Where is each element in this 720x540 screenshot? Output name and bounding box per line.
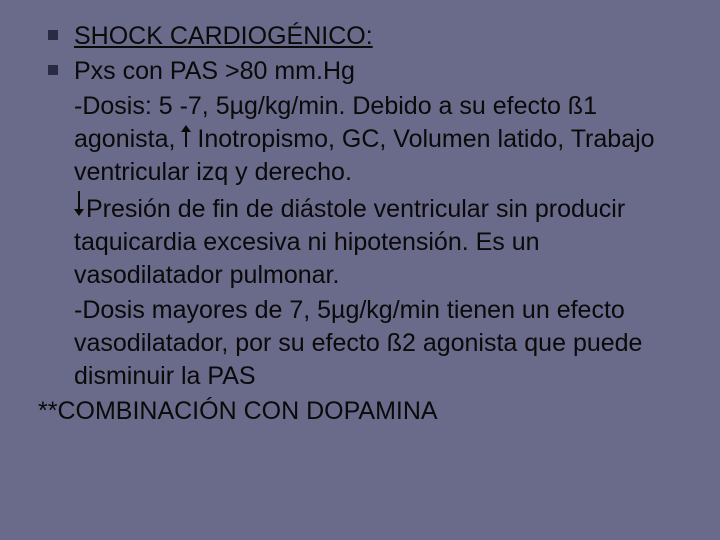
body-paragraph-3: -Dosis mayores de 7, 5µg/kg/min tienen u… <box>74 294 690 393</box>
bullet-square-icon <box>48 30 58 40</box>
bullet-text-2: Pxs con PAS >80 mm.Hg <box>74 55 690 88</box>
bullet-item-2: Pxs con PAS >80 mm.Hg <box>30 55 690 88</box>
bullet-square-icon <box>48 65 58 75</box>
footer-text: **COMBINACIÓN CON DOPAMINA <box>38 395 690 428</box>
bullet-text-1: SHOCK CARDIOGÉNICO: <box>74 20 690 53</box>
body-paragraph-1: -Dosis: 5 -7, 5µg/kg/min. Debido a su ef… <box>74 90 690 189</box>
arrow-up-icon <box>182 125 190 147</box>
slide-container: SHOCK CARDIOGÉNICO: Pxs con PAS >80 mm.H… <box>0 0 720 540</box>
body-paragraph-2: Presión de fin de diástole ventricular s… <box>74 191 690 292</box>
bullet-label-1: SHOCK CARDIOGÉNICO: <box>74 22 373 50</box>
arrow-down-icon <box>74 191 84 217</box>
bullet-item-1: SHOCK CARDIOGÉNICO: <box>30 20 690 53</box>
body-line-2: Presión de fin de diástole ventricular s… <box>74 195 625 289</box>
